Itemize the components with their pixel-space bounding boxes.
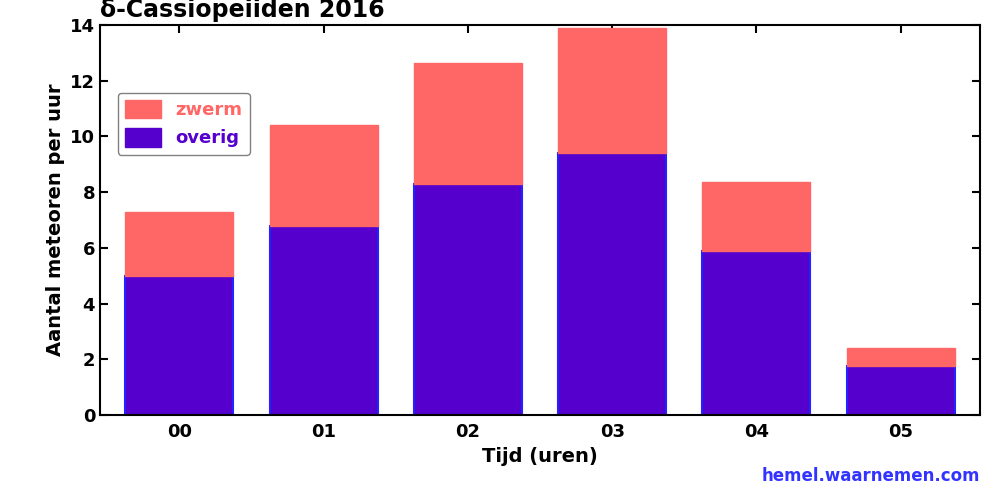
Legend: zwerm, overig: zwerm, overig [118,92,250,154]
Bar [414,62,522,184]
Bar [414,184,522,415]
Bar [847,348,955,366]
Bar [558,153,666,415]
Y-axis label: Aantal meteoren per uur: Aantal meteoren per uur [46,84,65,356]
Bar [125,212,233,276]
Text: δ-Cassiopeiiden 2016: δ-Cassiopeiiden 2016 [100,0,385,22]
Bar [847,366,955,415]
Bar [702,182,810,250]
Bar [558,28,666,153]
X-axis label: Tijd (uren): Tijd (uren) [482,447,598,466]
Text: hemel.waarnemen.com: hemel.waarnemen.com [762,467,980,485]
Bar [270,226,378,415]
Bar [125,276,233,415]
Bar [270,126,378,226]
Bar [702,250,810,415]
